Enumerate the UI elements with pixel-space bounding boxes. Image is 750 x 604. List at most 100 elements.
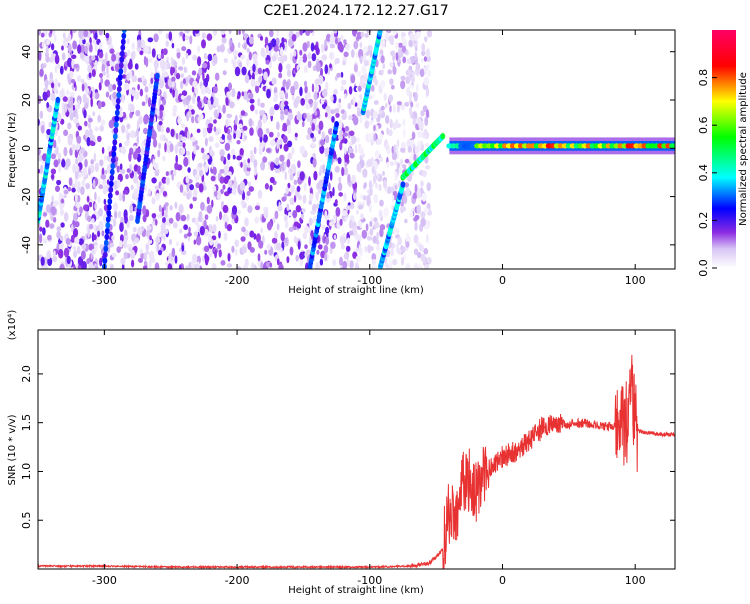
spectrogram-noise-cell (226, 160, 230, 166)
spectrogram-noise-cell (356, 210, 359, 215)
spectrogram-noise-cell (78, 238, 84, 246)
spectrogram-noise-cell (250, 79, 256, 88)
spectrogram-noise-cell (405, 241, 410, 248)
spectrogram-noise-cell (87, 215, 92, 223)
spectrogram-line-cell (116, 85, 122, 93)
spectrogram-noise-cell (317, 244, 323, 250)
spectrogram-noise-cell (244, 74, 250, 84)
spectrogram-noise-cell (395, 52, 399, 61)
spectrogram-noise-cell (153, 163, 158, 170)
spectrogram-noise-cell (201, 39, 206, 49)
spectrogram-noise-cell (236, 155, 242, 161)
spectrogram-noise-cell (178, 264, 182, 269)
spectrogram-noise-cell (395, 119, 399, 125)
spectrogram-noise-cell (379, 133, 384, 140)
spectrogram-noise-cell (308, 98, 314, 105)
spectrogram-noise-cell (93, 152, 97, 163)
spectrogram-noise-cell (379, 228, 384, 238)
spectrogram-noise-cell (45, 204, 51, 213)
spectrogram-noise-cell (157, 249, 163, 256)
spectrogram-noise-cell (349, 260, 354, 269)
spectrogram-noise-cell (56, 179, 62, 186)
spectrogram-noise-cell (248, 51, 252, 61)
spectrogram-noise-cell (134, 237, 140, 244)
spectrogram-noise-cell (147, 37, 154, 43)
spectrogram-noise-cell (339, 218, 343, 226)
spectrogram-noise-cell (233, 123, 238, 131)
spectrogram-noise-cell (97, 101, 103, 110)
spectrogram-noise-cell (340, 109, 346, 114)
spectrogram-noise-cell (134, 63, 139, 70)
spectrogram-noise-cell (400, 75, 406, 81)
spectrogram-noise-cell (255, 233, 261, 243)
spectrogram-noise-cell (413, 265, 420, 269)
spectrogram-noise-cell (71, 54, 77, 60)
spectrogram-noise-cell (283, 161, 287, 170)
spectrogram-noise-cell (67, 186, 72, 192)
spectrogram-line-cell (113, 121, 119, 128)
spectrogram-noise-cell (158, 142, 162, 150)
spectrogram-noise-cell (106, 179, 110, 185)
spectrogram-noise-cell (74, 169, 79, 180)
snr-series-line (38, 354, 675, 569)
spectrogram-noise-cell (86, 258, 91, 265)
spectrogram-noise-cell (71, 224, 74, 233)
spectrogram-noise-cell (239, 148, 244, 156)
spectrogram-noise-cell (373, 133, 377, 141)
spectrogram-noise-cell (200, 201, 205, 211)
spectrogram-noise-cell (265, 59, 270, 65)
spectrogram-noise-cell (42, 264, 49, 269)
spectrogram-noise-cell (401, 206, 407, 212)
spectrogram-noise-cell (257, 127, 263, 138)
spectrogram-noise-cell (184, 30, 190, 34)
spectrogram-noise-cell (292, 210, 298, 219)
spectrogram-noise-cell (274, 210, 279, 220)
spectrogram-noise-cell (155, 192, 160, 201)
spectrogram-noise-cell (404, 101, 410, 107)
spectrogram-noise-cell (276, 30, 279, 37)
spectrogram-noise-cell (80, 78, 85, 84)
spectrogram-noise-cell (381, 69, 384, 75)
spectrogram-noise-cell (371, 84, 375, 92)
spectrogram-noise-cell (334, 37, 339, 45)
spectrogram-line-cell (103, 245, 109, 252)
spectrogram-noise-cell (46, 39, 50, 46)
spectrogram-noise-cell (226, 91, 232, 98)
spectrogram-noise-cell (208, 136, 214, 142)
spectrogram-noise-cell (287, 124, 292, 135)
spectrogram-noise-cell (310, 210, 316, 215)
spectrogram-noise-cell (171, 173, 174, 181)
spectrogram-noise-cell (405, 187, 411, 197)
spectrogram-noise-cell (353, 192, 357, 200)
spectrogram-noise-cell (284, 100, 289, 106)
spectrogram-noise-cell (252, 53, 258, 61)
spectrogram-noise-cell (269, 106, 275, 117)
spectrogram-noise-cell (176, 48, 181, 53)
spectrogram-noise-cell (57, 82, 61, 88)
spectrogram-noise-cell (123, 63, 127, 74)
spectrogram-noise-cell (254, 166, 258, 176)
spectrogram-noise-cell (104, 169, 108, 175)
spectrogram-noise-cell (353, 40, 359, 50)
spectrogram-noise-cell (73, 212, 78, 222)
spectrogram-noise-cell (344, 125, 350, 132)
spectrogram-noise-cell (221, 134, 225, 140)
spectrogram-noise-cell (185, 52, 189, 60)
spectrogram-noise-cell (186, 95, 192, 102)
spectrogram-noise-cell (84, 56, 89, 62)
spectrogram-noise-cell (60, 222, 65, 228)
spectrogram-noise-cell (141, 75, 145, 82)
snr-point (635, 427, 636, 428)
spectrogram-noise-cell (94, 162, 99, 172)
spectrogram-line-cell (119, 56, 125, 63)
spectrogram-noise-cell (223, 176, 229, 185)
spectrogram-noise-cell (97, 114, 102, 123)
spectrogram-noise-cell (158, 204, 162, 213)
spectrogram-noise-cell (77, 99, 81, 110)
spectrogram-noise-cell (123, 239, 128, 249)
spectrogram-noise-cell (412, 143, 416, 149)
spectrogram-noise-cell (101, 147, 105, 154)
y-tick-label: 0.5 (20, 511, 33, 529)
spectrogram-noise-cell (241, 91, 245, 97)
spectrogram-noise-cell (276, 121, 280, 131)
